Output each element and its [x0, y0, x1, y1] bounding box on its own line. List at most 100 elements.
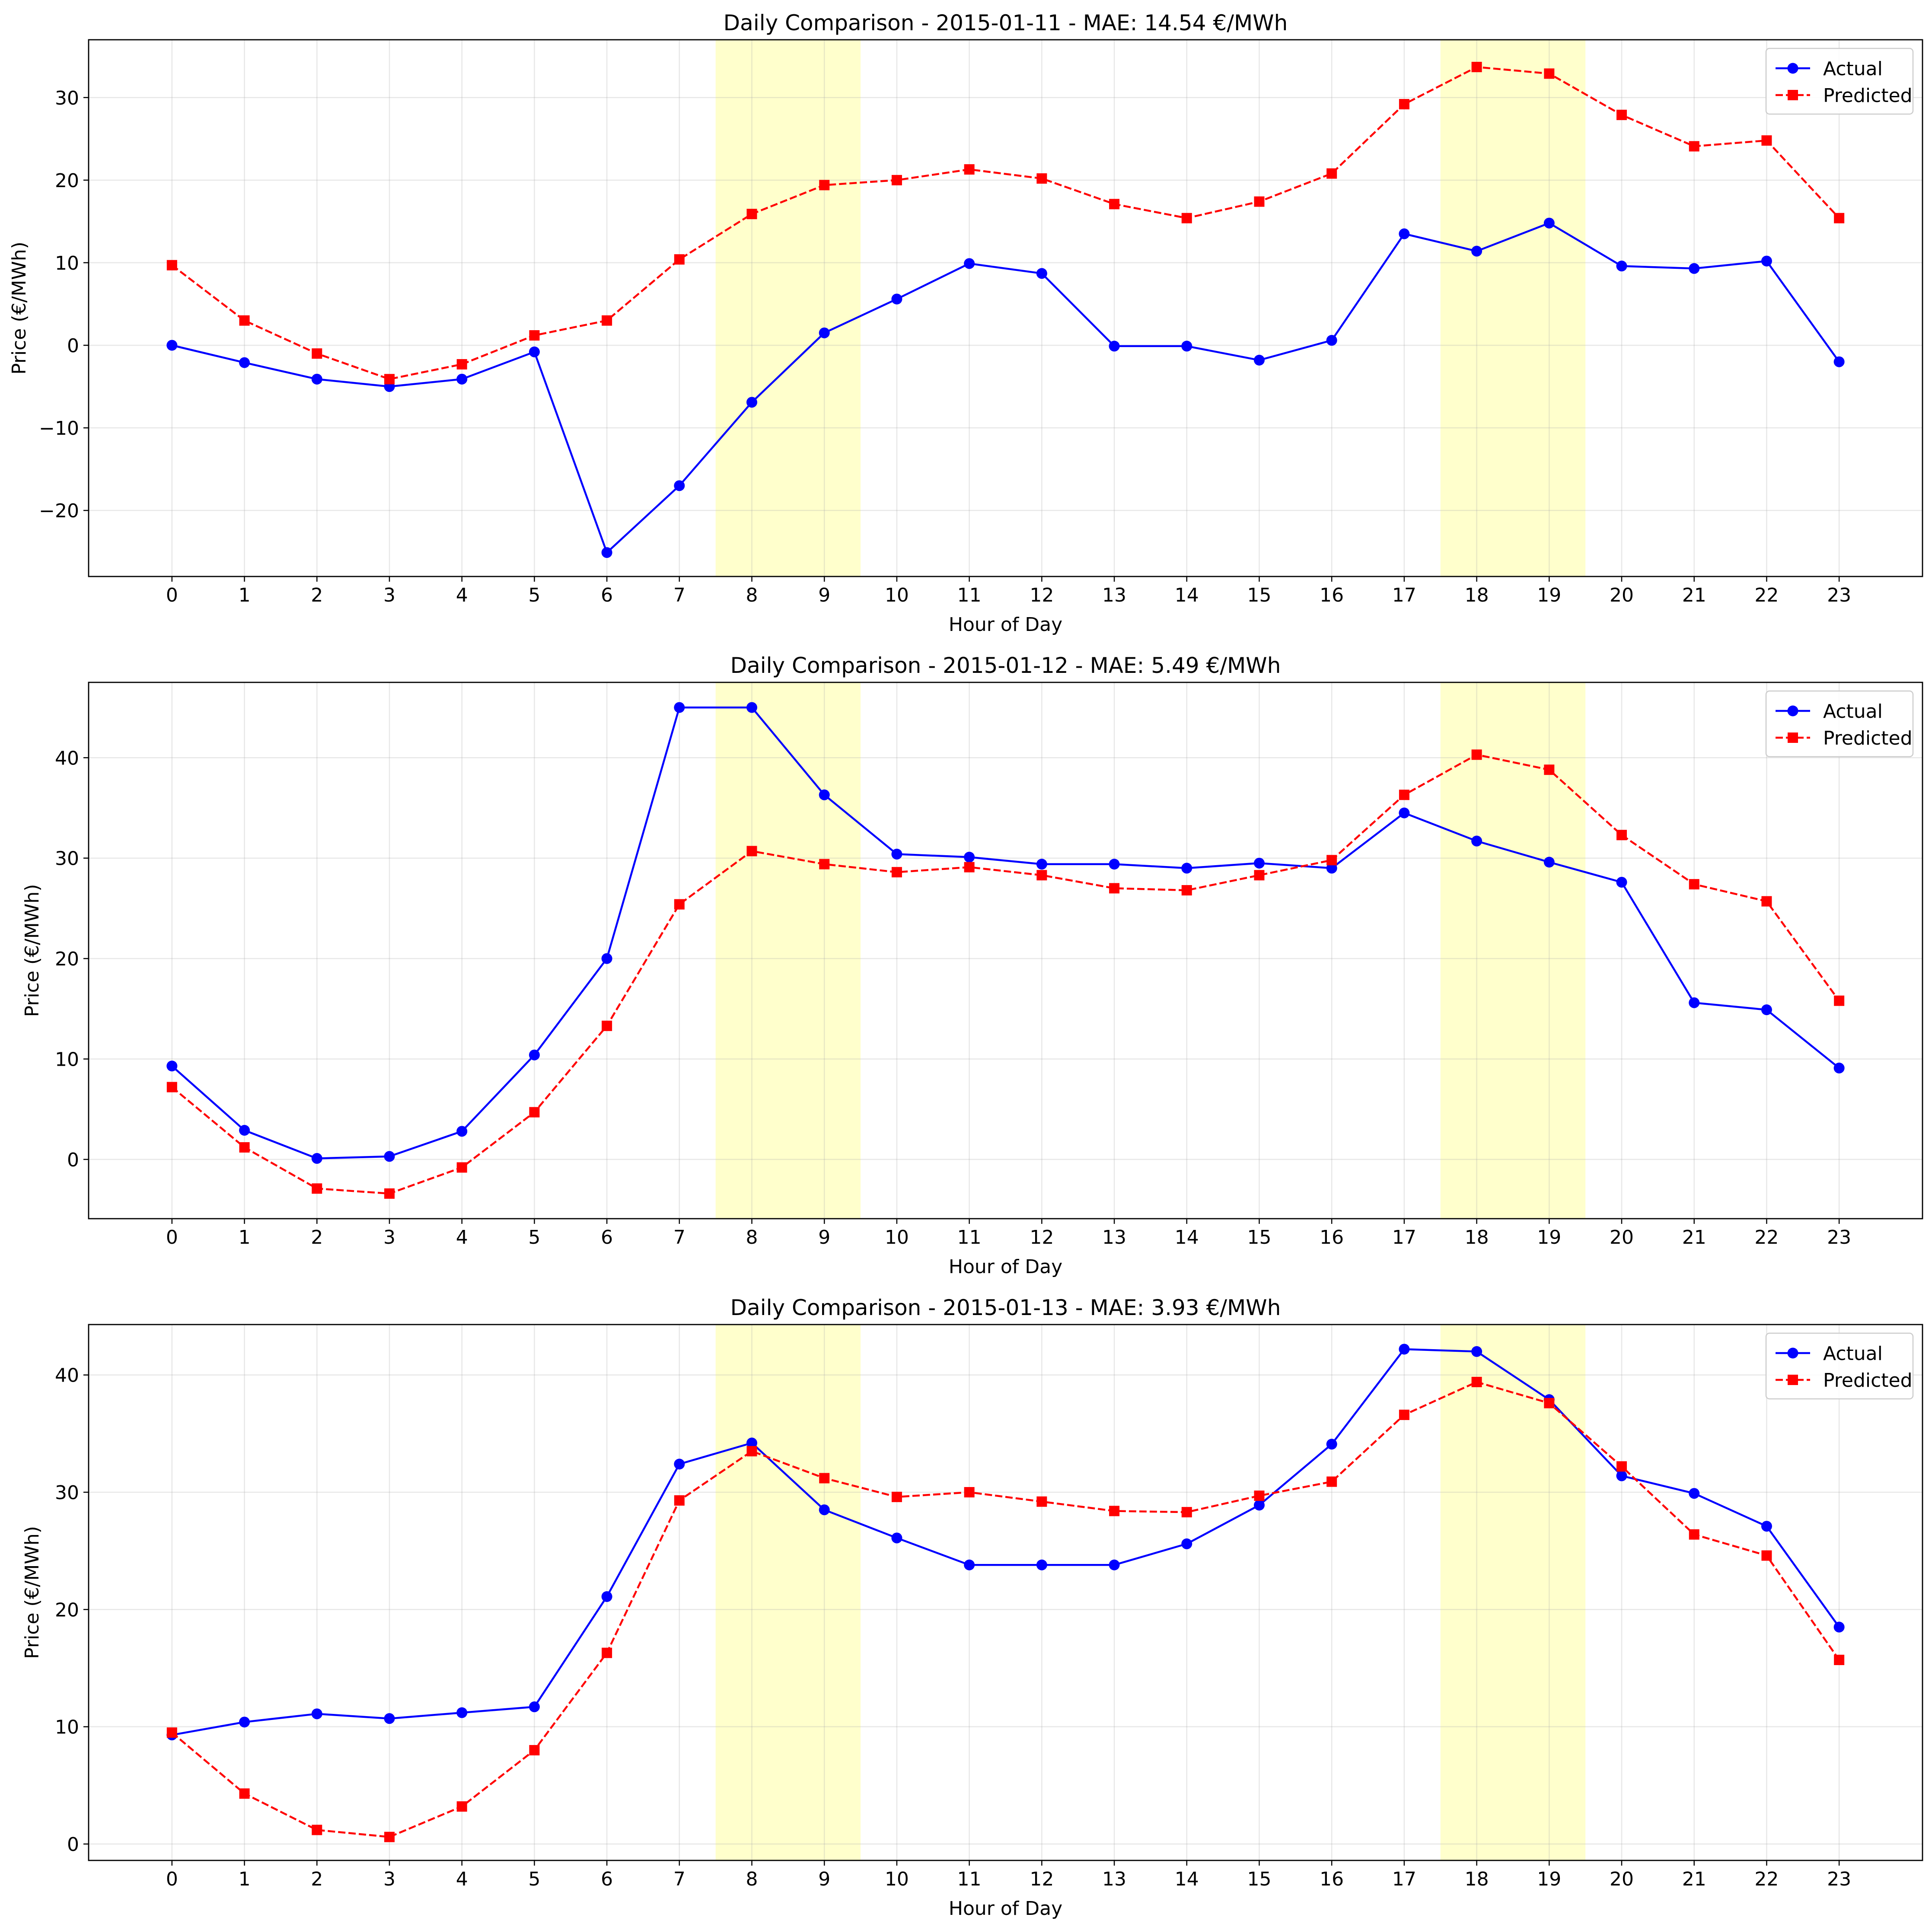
chart-title: Daily Comparison - 2015-01-11 - MAE: 14.… [724, 10, 1288, 35]
x-tick-label: 3 [383, 1868, 395, 1890]
legend-marker-actual [1787, 63, 1798, 74]
data-point-predicted [819, 180, 830, 191]
x-tick-label: 11 [957, 1868, 982, 1890]
x-tick-label: 14 [1175, 584, 1199, 606]
data-point-actual [674, 1459, 685, 1470]
x-tick-label: 5 [528, 1226, 540, 1248]
data-point-actual [1689, 997, 1700, 1008]
x-tick-label: 11 [957, 584, 982, 606]
legend-box [1765, 690, 1914, 758]
x-tick-label: 14 [1175, 1226, 1199, 1248]
data-point-predicted [1326, 855, 1337, 866]
data-point-actual [819, 1504, 830, 1516]
data-point-predicted [1834, 213, 1845, 223]
data-point-predicted [891, 175, 902, 185]
data-point-predicted [746, 209, 757, 220]
x-tick-label: 22 [1754, 584, 1779, 606]
data-point-predicted [674, 899, 685, 910]
legend-marker-predicted [1788, 1375, 1798, 1385]
x-tick-label: 21 [1682, 1226, 1706, 1248]
highlight-band [715, 682, 861, 1219]
data-point-actual [239, 1124, 250, 1136]
x-tick-label: 7 [673, 1868, 685, 1890]
chart-title: Daily Comparison - 2015-01-12 - MAE: 5.4… [730, 653, 1281, 678]
x-tick-label: 7 [673, 1226, 685, 1248]
data-point-predicted [1399, 99, 1409, 110]
highlight-band [1440, 682, 1586, 1219]
data-point-predicted [312, 1825, 322, 1835]
data-point-actual [1761, 1521, 1772, 1532]
data-point-predicted [1616, 830, 1627, 841]
data-point-actual [239, 357, 250, 368]
x-tick-label: 0 [166, 1226, 178, 1248]
highlight-band [1440, 1325, 1586, 1860]
data-point-predicted [1254, 1490, 1265, 1501]
chart-panel-3: 0 1 2 3 4 5 6 7 8 9 10 11 12 13 14 15 16 17 18 19 20 21 22 2301… [21, 1295, 1923, 1920]
x-tick-label: 4 [456, 1868, 468, 1890]
x-tick-label: 8 [746, 1868, 758, 1890]
data-point-actual [166, 1061, 178, 1072]
data-point-actual [1761, 255, 1772, 267]
y-tick-label: 30 [55, 87, 79, 109]
x-tick-label: 19 [1537, 1226, 1561, 1248]
data-point-predicted [602, 1020, 612, 1031]
data-point-predicted [384, 1188, 395, 1199]
y-tick-label: 40 [55, 747, 79, 769]
x-tick-label: 10 [885, 584, 909, 606]
data-point-predicted [1399, 790, 1409, 800]
data-point-actual [964, 258, 975, 269]
highlight-band [715, 40, 861, 576]
x-tick-label: 13 [1102, 1226, 1126, 1248]
data-point-predicted [1544, 1398, 1555, 1408]
data-point-predicted [1109, 1506, 1120, 1516]
data-point-predicted [1689, 1529, 1699, 1540]
data-point-predicted [312, 1183, 322, 1194]
data-point-predicted [384, 374, 395, 385]
x-tick-label: 17 [1392, 1226, 1416, 1248]
data-point-actual [1036, 268, 1047, 279]
axes-frame [88, 682, 1923, 1220]
data-point-predicted [1109, 199, 1120, 210]
data-point-predicted [964, 862, 975, 873]
legend: Actual Predicted [1765, 690, 1914, 758]
axes-frame [88, 39, 1923, 577]
data-point-predicted [1109, 883, 1120, 894]
series-line-predicted [171, 1381, 1840, 1838]
data-point-actual [456, 1707, 468, 1718]
x-tick-label: 22 [1754, 1868, 1779, 1890]
x-tick-label: 5 [528, 1868, 540, 1890]
x-tick-label: 17 [1392, 584, 1416, 606]
legend-label-actual: Actual [1823, 1343, 1883, 1365]
x-tick-label: 23 [1827, 584, 1851, 606]
x-tick-label: 6 [601, 1226, 613, 1248]
series-line-actual [171, 706, 1840, 1159]
data-point-actual [601, 547, 612, 558]
data-point-predicted [166, 260, 177, 271]
data-point-predicted [239, 1788, 250, 1799]
data-point-predicted [1254, 196, 1265, 207]
legend-label-predicted: Predicted [1823, 727, 1913, 749]
data-point-actual [1109, 859, 1120, 870]
chart-panel-2: 0 1 2 3 4 5 6 7 8 9 10 11 12 13 14 15 16 17 18 19 20 21 22 2301… [21, 653, 1923, 1278]
data-point-actual [601, 1591, 612, 1602]
data-point-actual [601, 953, 612, 964]
x-tick-label: 13 [1102, 584, 1126, 606]
data-point-predicted [819, 1473, 830, 1484]
data-point-actual [1689, 1488, 1700, 1499]
data-point-predicted [1471, 1376, 1482, 1387]
series-line-actual [172, 222, 1840, 554]
data-point-actual [529, 1049, 540, 1061]
data-point-predicted [1544, 764, 1555, 775]
x-axis-label: Hour of Day [949, 1256, 1062, 1278]
data-point-actual [891, 1532, 902, 1544]
x-tick-label: 20 [1610, 584, 1634, 606]
data-point-actual [1833, 356, 1845, 367]
data-point-actual [1326, 1439, 1337, 1450]
data-point-actual [1253, 1500, 1265, 1511]
data-point-actual [674, 480, 685, 491]
data-point-actual [529, 346, 540, 357]
data-point-predicted [1254, 870, 1265, 881]
x-tick-label: 6 [601, 1868, 613, 1890]
